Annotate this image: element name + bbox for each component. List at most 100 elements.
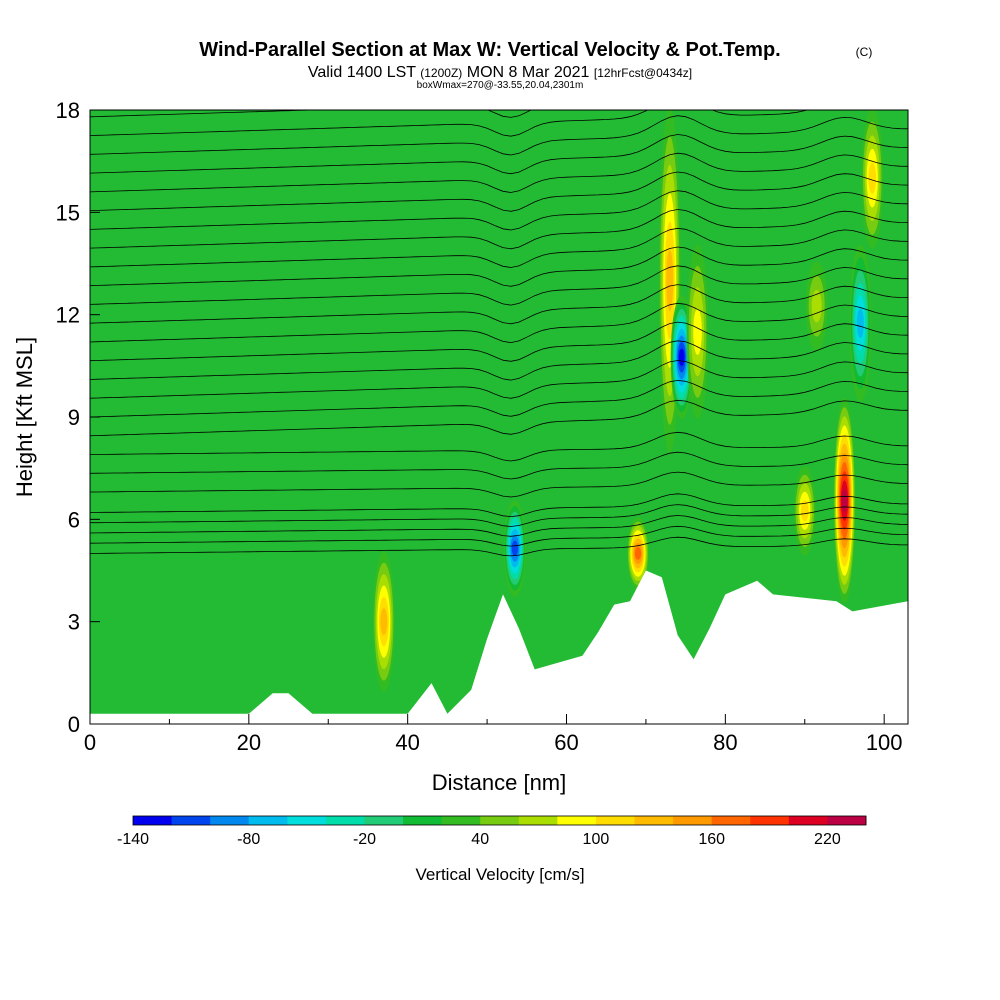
velocity-feature — [793, 466, 816, 556]
plot-area — [90, 110, 908, 724]
isentrope-line — [90, 471, 908, 498]
x-tick-label: 40 — [395, 730, 419, 755]
chart-subtitle: Valid 1400 LST (1200Z) MON 8 Mar 2021 [1… — [308, 64, 692, 81]
y-axis-label: Height [Kft MSL] — [12, 337, 37, 497]
colorbar-tick-label: -140 — [117, 831, 149, 848]
y-tick-label: 6 — [68, 507, 80, 532]
colorbar-frame — [132, 815, 867, 826]
velocity-feature — [372, 551, 395, 692]
subtitle-utc: (1200Z) — [420, 66, 462, 80]
isentrope-line — [90, 431, 908, 462]
velocity-band — [841, 489, 848, 512]
y-tick-label: 12 — [56, 303, 80, 328]
isentrope-line — [90, 246, 908, 287]
box-wmax-label: boxWmax=270@-33.55,20.04,2301m — [417, 80, 584, 91]
velocity-band — [666, 250, 674, 311]
x-axis-label: Distance [nm] — [432, 770, 567, 795]
x-tick-label: 60 — [554, 730, 578, 755]
velocity-band — [856, 308, 864, 338]
colorbar-label: Vertical Velocity [cm/s] — [415, 865, 584, 884]
y-tick-label: 9 — [68, 405, 80, 430]
terrain-mask — [90, 570, 908, 724]
colorbar-swatch — [171, 816, 211, 825]
isentrope-line — [90, 190, 908, 231]
isentropes — [90, 110, 908, 557]
x-tick-label: 100 — [866, 730, 903, 755]
isentrope-line — [90, 493, 908, 518]
colorbar-swatch — [827, 816, 867, 825]
isentrope-line — [90, 360, 908, 399]
chart-title: Wind-Parallel Section at Max W: Vertical… — [199, 39, 780, 61]
isentrope-line — [90, 379, 908, 418]
isentrope-line — [90, 302, 908, 344]
colorbar: -140 -80 -20 40 100 160 220 — [117, 815, 867, 848]
y-tick-label: 15 — [56, 200, 80, 225]
colorbar-swatch — [673, 816, 713, 825]
velocity-features — [372, 110, 884, 692]
isentrope-line — [90, 171, 908, 212]
colorbar-tick-label: -80 — [237, 831, 260, 848]
isentrope-line — [90, 152, 908, 193]
velocity-feature — [833, 397, 856, 604]
velocity-band — [511, 540, 518, 557]
velocity-band — [678, 348, 685, 366]
colorbar-swatch — [634, 816, 674, 825]
isentrope-line — [90, 536, 908, 557]
isentrope-line — [90, 134, 908, 175]
colorbar-swatch — [750, 816, 790, 825]
colorbar-swatch — [788, 816, 828, 825]
velocity-feature — [626, 517, 649, 590]
velocity-band — [811, 289, 822, 323]
y-axis: 0 3 6 9 12 15 18 — [56, 98, 100, 737]
subtitle-forecast: [12hrFcst@0434z] — [594, 66, 692, 80]
y-tick-label: 18 — [56, 98, 80, 123]
velocity-band — [868, 162, 877, 194]
colorbar-tick-label: 220 — [814, 831, 841, 848]
colorbar-swatch — [133, 816, 173, 825]
colorbar-tick-label: 100 — [583, 831, 610, 848]
colorbar-tick-label: 40 — [471, 831, 489, 848]
colorbar-swatch — [364, 816, 404, 825]
colorbar-swatch — [403, 816, 443, 825]
colorbar-swatch — [325, 816, 365, 825]
subtitle-date: MON 8 Mar 2021 — [467, 64, 590, 81]
y-tick-label: 3 — [68, 610, 80, 635]
subtitle-valid: Valid 1400 LST — [308, 64, 416, 81]
isentrope-line — [90, 110, 532, 118]
colorbar-swatch — [595, 816, 636, 825]
x-tick-label: 0 — [84, 730, 96, 755]
colorbar-swatch — [557, 816, 597, 825]
isentrope-line — [90, 227, 908, 268]
x-tick-label: 80 — [713, 730, 737, 755]
colorbar-swatch — [287, 816, 327, 825]
colorbar-swatch — [248, 816, 288, 825]
isentrope-line — [90, 451, 908, 480]
isentrope-line — [90, 399, 908, 437]
colorbar-swatch — [210, 816, 250, 825]
x-tick-label: 20 — [237, 730, 261, 755]
isentrope-line — [90, 340, 908, 381]
colorbar-swatch — [441, 816, 481, 825]
colorbar-swatch — [480, 816, 520, 825]
isentrope-line — [90, 115, 908, 156]
isentrope-line — [90, 110, 908, 137]
colorbar-swatch — [518, 816, 558, 825]
isentrope-line — [90, 504, 908, 527]
isentrope-line — [90, 209, 908, 250]
velocity-band — [800, 500, 809, 522]
velocity-feature — [861, 110, 884, 249]
copyright-mark: (C) — [856, 45, 873, 59]
velocity-band — [380, 608, 388, 636]
colorbar-swatch — [711, 816, 751, 825]
isentrope-line — [90, 321, 908, 362]
isentrope-line — [90, 265, 908, 306]
y-tick-label: 0 — [68, 712, 80, 737]
velocity-feature — [805, 261, 828, 351]
velocity-band — [693, 308, 702, 356]
isentrope-line — [90, 284, 908, 325]
velocity-band — [634, 547, 642, 560]
colorbar-tick-label: 160 — [698, 831, 725, 848]
colorbar-tick-label: -20 — [353, 831, 376, 848]
isentrope-line — [90, 515, 908, 537]
